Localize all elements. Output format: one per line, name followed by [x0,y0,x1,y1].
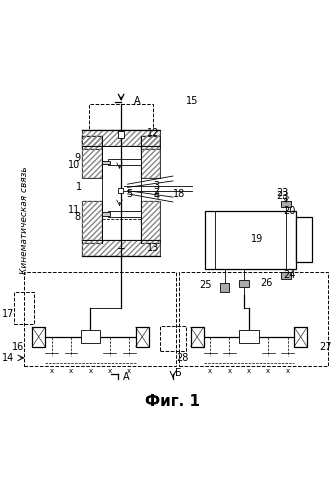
Text: А: А [123,372,129,382]
Text: x: x [247,368,251,374]
Text: 1: 1 [76,182,82,192]
Text: 8: 8 [75,212,81,222]
Text: А: А [134,96,141,106]
Text: 2: 2 [154,186,160,196]
Text: 25: 25 [199,280,212,290]
Text: x: x [266,368,270,374]
Text: Кинематическая связь: Кинематическая связь [19,167,29,274]
Text: 23: 23 [277,191,289,201]
Text: x: x [88,368,92,374]
Text: 9: 9 [75,153,81,163]
Text: 26: 26 [260,278,272,288]
Polygon shape [108,211,140,217]
Text: 13: 13 [147,243,159,253]
Polygon shape [296,217,312,262]
Text: x: x [127,368,131,374]
Polygon shape [281,272,291,278]
Polygon shape [281,201,291,208]
Text: 10: 10 [69,160,81,170]
Text: 4: 4 [154,191,160,201]
Polygon shape [294,327,307,346]
Polygon shape [118,188,123,193]
Text: 5: 5 [126,189,132,199]
Polygon shape [102,161,110,164]
Text: Фиг. 1: Фиг. 1 [145,394,200,409]
Text: 17: 17 [2,309,14,319]
Text: x: x [69,368,73,374]
Polygon shape [81,330,100,343]
Text: 20: 20 [283,206,295,216]
Polygon shape [118,131,124,138]
Text: 23: 23 [277,188,289,198]
Text: 14: 14 [2,353,14,363]
Text: x: x [227,368,232,374]
Text: 15: 15 [186,96,198,106]
Text: 19: 19 [251,234,263,244]
Text: x: x [286,368,290,374]
Text: 27: 27 [319,341,331,351]
Text: 12: 12 [147,128,159,138]
Text: Б: Б [174,368,181,378]
Text: 28: 28 [176,353,188,363]
Text: 3: 3 [154,182,160,192]
Polygon shape [108,159,140,165]
Text: 18: 18 [173,189,185,199]
Polygon shape [32,327,45,346]
Polygon shape [205,211,296,269]
Polygon shape [136,327,149,346]
Polygon shape [220,283,229,291]
Polygon shape [191,327,204,346]
Text: 11: 11 [69,205,81,215]
Text: 16: 16 [12,341,24,351]
Text: x: x [108,368,112,374]
Text: x: x [208,368,212,374]
Text: x: x [49,368,54,374]
Polygon shape [239,280,249,287]
Text: 24: 24 [283,270,295,280]
Polygon shape [102,212,110,216]
Polygon shape [239,330,259,343]
